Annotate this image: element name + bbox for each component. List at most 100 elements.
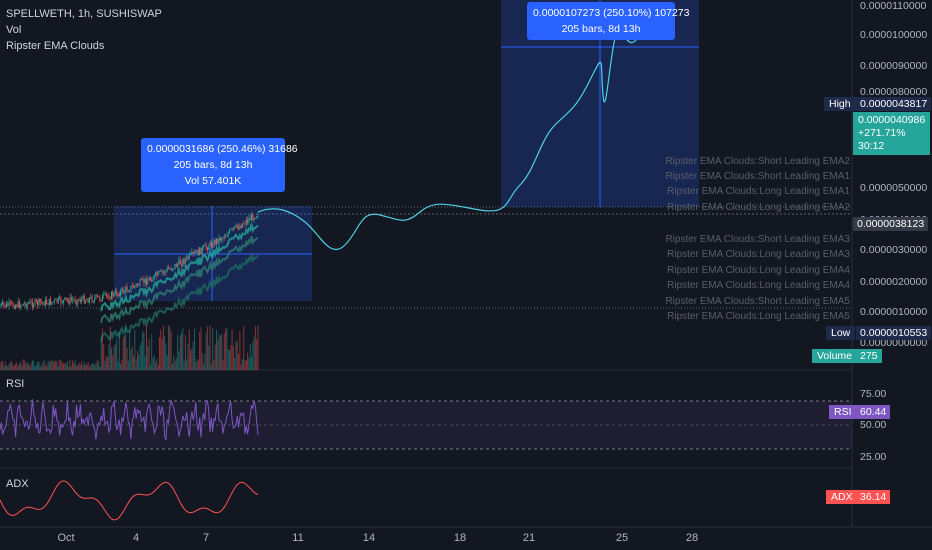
- candle-body: [166, 268, 168, 271]
- volume-bar: [210, 364, 212, 370]
- candle-body: [70, 297, 72, 301]
- volume-bar: [65, 363, 67, 370]
- volume-bar: [42, 362, 44, 370]
- volume-bar: [52, 360, 54, 370]
- volume-bar: [103, 344, 105, 370]
- volume-bar: [201, 353, 203, 370]
- candle-body: [129, 291, 131, 293]
- candle-body: [228, 229, 230, 233]
- measure-tooltip-small[interactable]: 0.0000031686 (250.46%) 31686 205 bars, 8…: [141, 138, 298, 192]
- candle-body: [114, 291, 116, 293]
- volume-bar: [245, 360, 247, 370]
- candle-body: [69, 297, 71, 304]
- volume-bar: [127, 360, 129, 370]
- candle-body: [42, 302, 44, 303]
- volume-bar: [123, 335, 125, 370]
- volume-bar: [175, 358, 177, 370]
- candle-body: [249, 218, 251, 221]
- candle-body: [94, 297, 96, 302]
- volume-bar: [105, 356, 107, 370]
- volume-bar: [98, 361, 100, 370]
- volume-bar: [188, 329, 190, 370]
- volume-bar: [15, 363, 17, 370]
- volume-bar: [40, 366, 42, 370]
- price-tick: 0.0000020000: [860, 276, 928, 288]
- volume-bar: [149, 364, 151, 370]
- candle-body: [192, 252, 194, 254]
- volume-legend[interactable]: Vol: [6, 24, 22, 36]
- candle-body: [157, 271, 159, 276]
- candle-body: [77, 299, 79, 304]
- candle-body: [151, 279, 153, 282]
- volume-bar: [82, 365, 84, 370]
- candle-body: [239, 225, 241, 230]
- volume-bar: [30, 362, 32, 370]
- volume-bar: [34, 366, 36, 370]
- adx-legend[interactable]: ADX: [6, 478, 29, 490]
- volume-bar: [108, 344, 110, 370]
- volume-bar: [140, 342, 142, 370]
- volume-bar: [232, 345, 234, 370]
- volume-bar: [190, 350, 192, 370]
- volume-bar: [138, 354, 140, 370]
- candle-body: [252, 214, 254, 221]
- candle-body: [110, 291, 112, 300]
- countdown: 30:12: [858, 140, 885, 152]
- candle-body: [190, 253, 192, 255]
- candle-body: [186, 256, 188, 260]
- rsi-legend[interactable]: RSI: [6, 378, 25, 390]
- volume-bar: [116, 339, 118, 370]
- candle-body: [64, 297, 66, 300]
- candle-body: [113, 292, 115, 297]
- candle-body: [86, 299, 88, 301]
- symbol-legend[interactable]: SPELLWETH, 1h, SUSHISWAP: [6, 8, 162, 20]
- volume-bar: [169, 326, 171, 370]
- candle-body: [165, 270, 167, 273]
- candle-body: [73, 299, 75, 301]
- volume-bar: [146, 325, 148, 370]
- time-tick: Oct: [57, 532, 75, 544]
- volume-bar: [257, 325, 259, 370]
- last-price-badge: 0.0000040986 +271.71% 30:12: [853, 112, 931, 155]
- volume-bar: [94, 364, 96, 370]
- candle-body: [65, 297, 67, 300]
- volume-bar: [131, 346, 133, 370]
- candle-body: [40, 302, 42, 303]
- volume-bar: [7, 366, 9, 370]
- candle-body: [57, 298, 59, 303]
- ema-legend[interactable]: Ripster EMA Clouds: [6, 40, 105, 52]
- volume-bar: [9, 362, 11, 370]
- volume-bar: [64, 363, 66, 370]
- volume-bar: [35, 364, 37, 370]
- volume-bar: [4, 361, 6, 370]
- candle-body: [253, 217, 255, 221]
- measure-volume: Vol 57.401K: [184, 175, 242, 187]
- candle-body: [158, 271, 160, 272]
- candle-body: [4, 304, 6, 307]
- candle-body: [96, 295, 98, 297]
- ema-label: Ripster EMA Clouds:Long Leading EMA5: [667, 311, 850, 322]
- volume-bar: [222, 359, 224, 370]
- measure-tooltip-large[interactable]: 0.0000107273 (250.10%) 107273 205 bars, …: [527, 2, 689, 40]
- volume-bar: [28, 363, 30, 370]
- candle-body: [169, 268, 171, 270]
- candle-body: [50, 298, 52, 305]
- rsi-tick: 75.00: [860, 388, 887, 400]
- candle-body: [24, 303, 26, 304]
- volume-bar: [16, 362, 18, 370]
- volume-bar: [101, 328, 103, 370]
- volume-bar: [244, 360, 246, 370]
- volume-bar: [44, 364, 46, 370]
- volume-bar: [196, 358, 198, 370]
- volume-bar: [181, 332, 183, 370]
- price-projection: [257, 29, 641, 251]
- candle-body: [153, 274, 155, 279]
- measure-bars: 205 bars, 8d 13h: [173, 159, 253, 171]
- candle-body: [187, 256, 189, 260]
- candle-body: [175, 263, 177, 267]
- candle-body: [164, 271, 166, 273]
- time-tick: 14: [362, 532, 376, 544]
- volume-bar: [158, 337, 160, 370]
- candle-body: [188, 254, 190, 260]
- candle-body: [13, 306, 15, 309]
